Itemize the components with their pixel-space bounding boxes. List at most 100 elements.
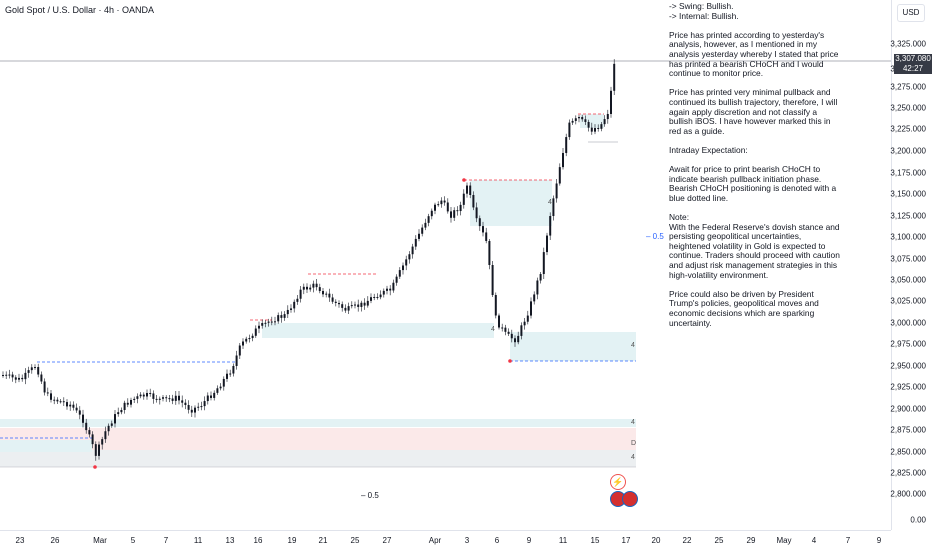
candle-body (539, 274, 542, 281)
candle-body (462, 193, 465, 205)
supply-zone-red (0, 428, 636, 450)
candle-body (514, 338, 516, 343)
candle-body (600, 124, 603, 129)
price-tick-label: 2,900.000 (890, 404, 926, 414)
time-tick-label: 16 (253, 536, 263, 545)
time-tick-label: 9 (526, 536, 532, 545)
candle-body (469, 185, 472, 195)
time-tick-label: 26 (50, 536, 60, 545)
time-tick-label: 17 (621, 536, 631, 545)
time-tick-label: 25 (714, 536, 724, 545)
note-p3: Intraday Expectation: (669, 144, 748, 155)
candle-body (146, 392, 148, 397)
price-tick-label: 2,825.000 (890, 468, 926, 478)
price-tick-label: 2,975.000 (890, 339, 926, 349)
price-tick-label: 3,250.000 (890, 103, 926, 113)
candle-body (558, 167, 561, 184)
zone-tag-3: 4 (631, 454, 635, 461)
time-tick-label: 15 (590, 536, 600, 545)
time-tick-label: Mar (93, 536, 107, 545)
lightning-event-icon[interactable]: ⚡ (610, 474, 626, 490)
candle-body (277, 315, 280, 322)
candle-body (104, 431, 107, 440)
candle-body (565, 137, 568, 153)
candle-body (280, 315, 283, 318)
candle-body (446, 202, 449, 212)
candle-body (322, 290, 324, 295)
time-tick-label: 6 (494, 536, 500, 545)
time-tick-label: 20 (651, 536, 661, 545)
candle-body (101, 439, 104, 445)
candle-body (299, 289, 302, 299)
candle-body (510, 333, 513, 339)
zone-tag-5: 4 (548, 199, 552, 206)
candle-body (574, 118, 577, 121)
candle-body (78, 410, 81, 415)
price-tick-label: 3,075.000 (890, 254, 926, 264)
price-tick-label: 0.00 (910, 515, 926, 525)
time-tick-label: 25 (350, 536, 360, 545)
candle-body (187, 405, 190, 410)
candle-body (2, 375, 4, 376)
zone-tag-1: 4 (631, 342, 635, 349)
candle-body (200, 406, 203, 408)
candle-body (296, 298, 299, 302)
candle-body (552, 198, 555, 217)
candle-body (165, 397, 168, 399)
candle-body (98, 444, 100, 456)
candle-body (14, 377, 17, 380)
time-axis[interactable] (0, 530, 891, 551)
candle-body (309, 287, 312, 290)
fib-value-right: 0.5 (652, 232, 664, 241)
time-tick-label: 13 (225, 536, 235, 545)
candle-body (331, 297, 334, 302)
candle-body (5, 374, 8, 376)
candle-body (290, 308, 292, 310)
candle-body (344, 307, 347, 311)
candle-body (142, 394, 145, 397)
candle-body (440, 200, 443, 205)
candle-body (363, 302, 366, 306)
candle-body (37, 367, 40, 375)
candle-body (453, 210, 456, 218)
candle-body (190, 409, 193, 413)
price-tick-label: 3,025.000 (890, 296, 926, 306)
candle-body (270, 321, 273, 323)
candle-body (62, 401, 65, 403)
zone-blue-bottom (0, 440, 92, 452)
candle-body (520, 325, 523, 336)
price-axis[interactable] (891, 0, 932, 530)
candle-body (334, 301, 337, 303)
price-tick-label: 3,325.000 (890, 39, 926, 49)
candle-body (50, 393, 52, 400)
candle-body (171, 398, 174, 401)
currency-button[interactable]: USD (897, 4, 925, 22)
candle-body (206, 395, 209, 402)
candle-body (85, 422, 88, 431)
candle-body (242, 341, 244, 346)
candle-body (424, 222, 427, 228)
chart-canvas[interactable] (0, 0, 891, 530)
candle-body (370, 297, 372, 301)
candle-body (456, 210, 459, 212)
candle-body (110, 423, 113, 426)
zone-tag-4: 4 (491, 326, 495, 333)
time-tick-label: 11 (193, 536, 203, 545)
candle-body (88, 430, 91, 435)
candle-body (274, 321, 276, 323)
time-tick-label: 22 (682, 536, 692, 545)
price-tick-label: 3,175.000 (890, 168, 926, 178)
candle-body (174, 395, 177, 401)
current-price-value: 3,307.080 (895, 54, 931, 63)
candle-body (24, 372, 27, 380)
candle-body (245, 338, 248, 342)
us-flag-event-icon-2[interactable] (622, 491, 638, 507)
candle-body (181, 400, 184, 403)
note-p2: Price has printed very minimal pullback … (669, 87, 838, 136)
symbol-title[interactable]: Gold Spot / U.S. Dollar · 4h · OANDA (5, 5, 155, 15)
fib-label-bottom: – 0.5 (361, 491, 379, 500)
candle-body (293, 301, 296, 309)
price-tick-label: 3,100.000 (890, 232, 926, 242)
candle-body (123, 402, 126, 410)
candle-body (155, 398, 158, 400)
